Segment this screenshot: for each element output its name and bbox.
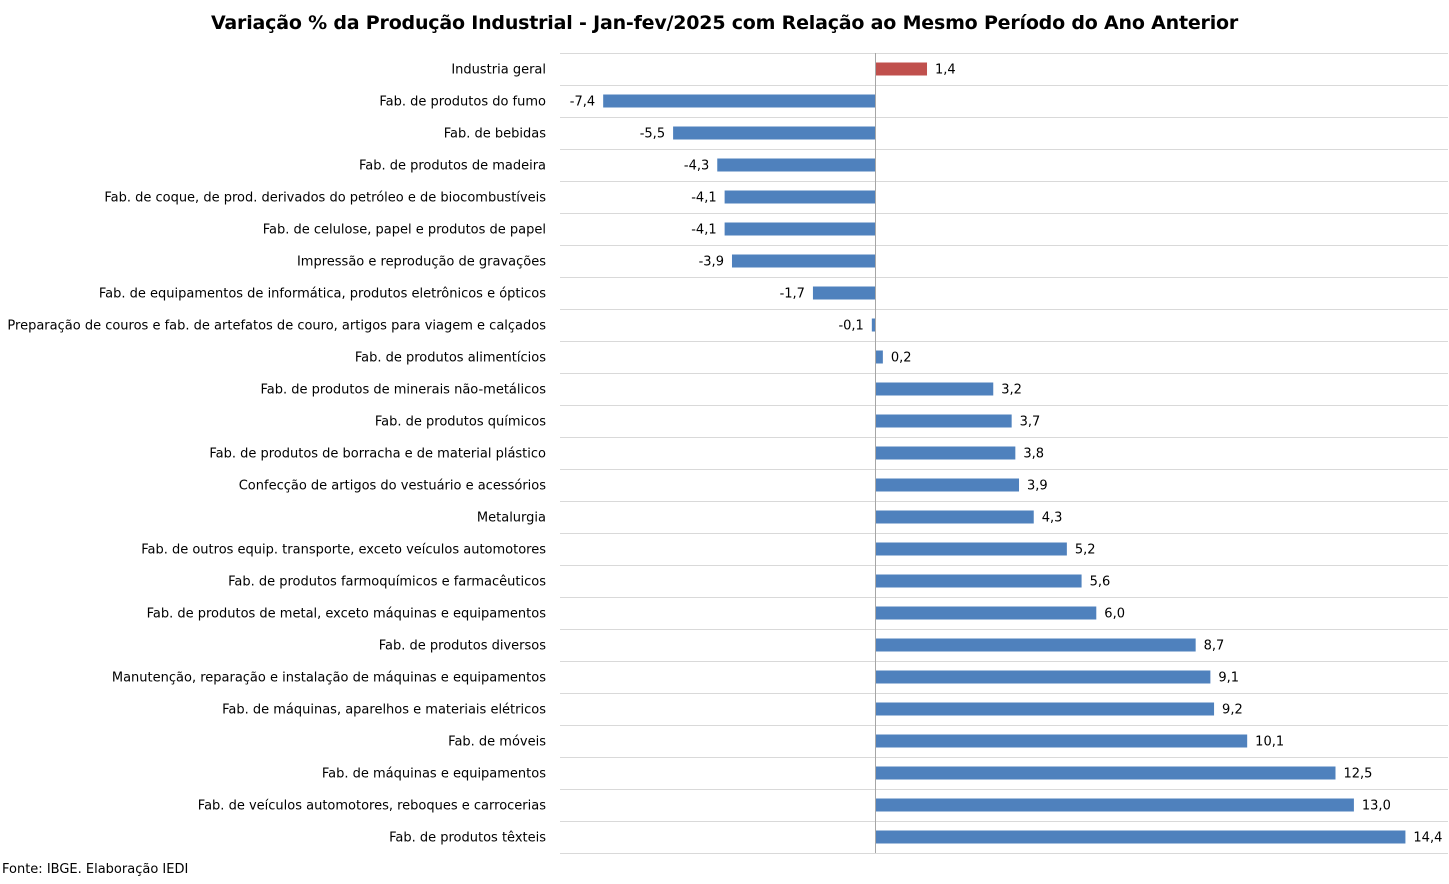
bar [875, 638, 1196, 652]
bar [724, 222, 876, 236]
category-label: Fab. de produtos de madeira [359, 159, 546, 174]
bar [875, 702, 1215, 716]
bar [724, 190, 876, 204]
category-label: Fab. de produtos de metal, exceto máquin… [147, 607, 547, 622]
chart-title: Variação % da Produção Industrial - Jan-… [210, 12, 1239, 34]
bar [875, 478, 1020, 492]
category-label: Metalurgia [477, 511, 546, 526]
category-label: Confecção de artigos do vestuário e aces… [239, 479, 547, 494]
data-label: 8,7 [1204, 639, 1225, 654]
category-label: Manutenção, reparação e instalação de má… [112, 671, 546, 686]
category-label: Fab. de máquinas e equipamentos [322, 767, 546, 782]
bar [871, 318, 876, 332]
data-label: 14,4 [1413, 831, 1442, 846]
data-label: 9,1 [1218, 671, 1239, 686]
bar [673, 126, 876, 140]
data-label: -7,4 [570, 95, 595, 110]
bar [875, 446, 1016, 460]
grid-lines [560, 53, 1448, 854]
bar [875, 574, 1082, 588]
data-label: 5,6 [1090, 575, 1111, 590]
value-labels: 1,4 -7,4 -5,5 -4,3 -4,1 -4,1 -3,9 -1,7 -0,1 0,2 3,… [570, 63, 1443, 846]
source-note: Fonte: IBGE. Elaboração IEDI [2, 862, 189, 877]
bar [875, 766, 1336, 780]
category-label: Fab. de celulose, papel e produtos de pa… [263, 223, 546, 238]
data-label: 1,4 [935, 63, 956, 78]
data-label: 6,0 [1104, 607, 1125, 622]
data-label: -1,7 [780, 287, 805, 302]
category-label: Fab. de produtos diversos [379, 639, 546, 654]
bar [875, 382, 994, 396]
bars [603, 62, 1406, 844]
category-label: Fab. de produtos de minerais não-metálic… [261, 383, 547, 398]
category-label: Fab. de outros equip. transporte, exceto… [141, 543, 546, 558]
bar [603, 94, 876, 108]
category-label: Fab. de móveis [448, 735, 546, 750]
category-label: Fab. de produtos alimentícios [355, 351, 546, 366]
bar [875, 670, 1211, 684]
category-label: Fab. de produtos de borracha e de materi… [209, 447, 546, 462]
data-label: -3,9 [699, 255, 724, 270]
bar [875, 510, 1034, 524]
data-label: 5,2 [1075, 543, 1096, 558]
category-label: Fab. de produtos têxteis [389, 831, 546, 846]
bar [875, 606, 1097, 620]
category-label: Fab. de equipamentos de informática, pro… [99, 287, 546, 302]
bar [875, 62, 928, 76]
category-label: Fab. de produtos farmoquímicos e farmacê… [228, 575, 546, 590]
data-label: 3,2 [1001, 383, 1022, 398]
bar [875, 350, 883, 364]
data-label: 12,5 [1344, 767, 1373, 782]
data-label: -4,1 [691, 223, 716, 238]
data-label: -4,3 [684, 159, 709, 174]
data-label: 0,2 [891, 351, 912, 366]
bar [812, 286, 876, 300]
bar [875, 830, 1406, 844]
category-label: Fab. de bebidas [444, 127, 546, 142]
data-label: 13,0 [1362, 799, 1391, 814]
category-label: Fab. de veículos automotores, reboques e… [198, 799, 546, 814]
bar [717, 158, 876, 172]
data-label: 4,3 [1042, 511, 1063, 526]
bar [875, 734, 1248, 748]
data-label: 9,2 [1222, 703, 1243, 718]
data-label: 3,7 [1020, 415, 1041, 430]
category-label: Fab. de coque, de prod. derivados do pet… [104, 191, 546, 206]
bar [731, 254, 876, 268]
category-labels: Industria geral Fab. de produtos do fumo F… [7, 63, 546, 846]
category-label: Fab. de máquinas, aparelhos e materiais … [222, 703, 546, 718]
category-label: Fab. de produtos do fumo [379, 95, 546, 110]
category-label: Fab. de produtos químicos [375, 415, 546, 430]
data-label: 3,8 [1023, 447, 1044, 462]
data-label: 10,1 [1255, 735, 1284, 750]
category-label: Preparação de couros e fab. de artefatos… [7, 319, 546, 334]
bar [875, 798, 1354, 812]
bar [875, 414, 1012, 428]
data-label: -5,5 [640, 127, 665, 142]
bar [875, 542, 1067, 556]
data-label: -4,1 [691, 191, 716, 206]
category-label: Impressão e reprodução de gravações [297, 255, 546, 270]
data-label: -0,1 [838, 319, 863, 334]
category-label: Industria geral [451, 63, 546, 78]
data-label: 3,9 [1027, 479, 1048, 494]
